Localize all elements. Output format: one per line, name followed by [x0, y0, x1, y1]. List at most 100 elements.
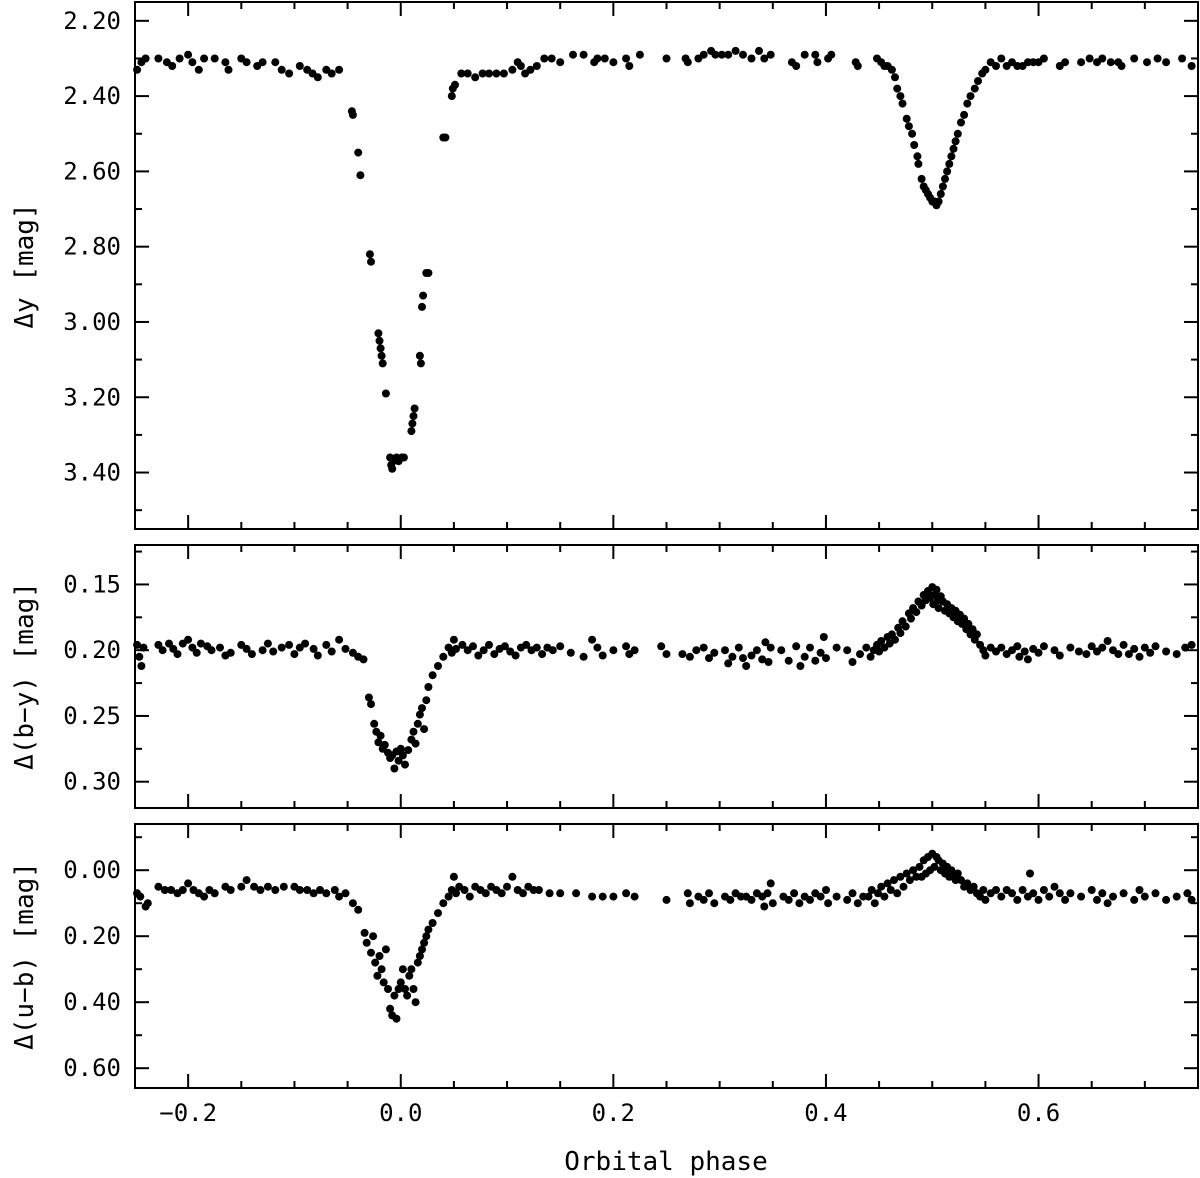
- panel-delta-b-y-data-point: [133, 640, 142, 649]
- panel-delta-b-y-data-point: [811, 656, 820, 665]
- panel-delta-u-b-data-point: [864, 892, 873, 901]
- panel-delta-b-y-data-point: [997, 643, 1006, 652]
- panel-delta-b-y-data-point: [721, 646, 729, 655]
- panel-delta-y-y-tick-label: 3.20: [63, 383, 121, 411]
- panel-delta-b-y-data-point: [490, 650, 499, 659]
- panel-delta-y-data-point: [792, 62, 801, 70]
- panel-delta-u-b-data-point: [271, 886, 280, 894]
- panel-delta-y-y-tick-label: 2.60: [63, 157, 121, 185]
- panel-delta-y-y-tick-label: 2.40: [63, 82, 121, 110]
- panel-delta-y-data-point: [378, 359, 387, 368]
- panel-delta-y-data-point: [992, 62, 1000, 70]
- panel-delta-u-b-data-point: [373, 971, 382, 980]
- panel-delta-y-data-point: [938, 182, 947, 191]
- panel-delta-b-y-data-point: [705, 654, 713, 663]
- panel-delta-y-data-point: [1187, 62, 1196, 70]
- panel-delta-b-y-data-point: [367, 700, 375, 709]
- panel-delta-u-b-data-point: [316, 886, 324, 894]
- panel-delta-u-b-data-point: [348, 899, 357, 908]
- panel-delta-y-y-tick-label: 2.80: [63, 233, 121, 261]
- panel-delta-b-y-data-point: [1023, 655, 1032, 664]
- panel-delta-b-y-data-point: [1135, 652, 1144, 661]
- panel-delta-y-data-point: [224, 65, 233, 74]
- panel-delta-u-b-data-point: [1130, 895, 1139, 904]
- panel-delta-b-y-data-point: [548, 646, 557, 655]
- panel-delta-y-data-point: [418, 302, 426, 311]
- panel-delta-y-points: [133, 46, 1196, 473]
- panel-delta-y-data-point: [593, 54, 602, 63]
- panel-delta-y-data-point: [532, 62, 541, 70]
- panel-delta-y-data-point: [356, 171, 365, 180]
- panel-delta-b-y-data-point: [699, 643, 708, 652]
- panel-delta-b-y-data-point: [622, 642, 631, 651]
- panel-delta-y-data-point: [365, 250, 374, 259]
- panel-delta-b-y-data-point: [728, 652, 737, 661]
- x-tick-label: −0.2: [159, 1099, 217, 1127]
- panel-delta-y-data-point: [374, 329, 383, 338]
- panel-delta-u-b-data-point: [330, 886, 339, 894]
- panel-delta-u-b-data-point: [1055, 889, 1064, 898]
- panel-delta-y-ticks: 2.20 2.40 2.60 2.80 3.00 3.20 3.40: [63, 2, 1199, 529]
- panel-delta-u-b-data-point: [953, 869, 962, 878]
- panel-delta-y-data-point: [1106, 58, 1115, 67]
- panel-delta-u-b-data-point: [588, 892, 597, 901]
- panel-delta-u-b-data-point: [407, 965, 416, 974]
- panel-delta-b-y-data-point: [932, 585, 941, 594]
- panel-delta-u-b-data-point: [386, 1004, 395, 1013]
- panel-delta-b-y-data-point: [415, 710, 424, 719]
- panel-delta-b-y-data-point: [458, 640, 467, 649]
- panel-delta-b-y-data-point: [359, 655, 368, 664]
- panel-delta-y-data-point: [416, 359, 425, 368]
- panel-delta-b-y-data-point: [1055, 651, 1064, 660]
- panel-delta-b-y-data-point: [390, 764, 399, 773]
- panel-delta-y-data-point: [941, 174, 949, 183]
- panel-delta-b-y-data-point: [411, 739, 420, 748]
- panel-delta-u-b-data-point: [256, 886, 265, 894]
- panel-delta-u-b-data-point: [1008, 889, 1016, 898]
- panel-delta-b-y-data-point: [1098, 643, 1107, 652]
- panel-delta-u-b-data-point: [598, 892, 607, 901]
- panel-delta-y-data-point: [200, 54, 209, 63]
- panel-delta-u-b-data-point: [237, 882, 246, 891]
- panel-delta-y-frame: [134, 1, 1199, 530]
- panel-delta-u-b-data-point: [747, 895, 756, 904]
- panel-delta-b-y-data-point: [1124, 650, 1133, 659]
- panel-delta-y-data-point: [635, 50, 644, 59]
- panel-delta-b-y-data-point: [877, 637, 886, 645]
- panel-delta-y-data-point: [133, 65, 142, 74]
- panel-delta-u-b-data-point: [503, 882, 511, 891]
- panel-delta-b-y-y-tick-label: 0.20: [63, 636, 121, 664]
- panel-delta-u-b-data-point: [322, 889, 331, 898]
- panel-delta-b-y-data-point: [290, 650, 299, 659]
- panel-delta-u-b-data-point: [766, 879, 775, 888]
- panel-delta-y-data-point: [508, 65, 517, 74]
- panel-delta-y-data-point: [755, 46, 763, 55]
- panel-delta-y-data-point: [908, 129, 917, 138]
- panel-delta-b-y-data-point: [739, 654, 747, 663]
- panel-delta-y-data-point: [381, 389, 390, 398]
- panel-delta-b-y-data-point: [258, 646, 267, 655]
- panel-delta-y-data-point: [974, 77, 982, 85]
- panel-delta-b-y-data-point: [511, 651, 520, 660]
- panel-delta-b-y-data-point: [588, 635, 597, 644]
- panel-delta-u-b-data-point: [947, 866, 956, 875]
- panel-delta-b-y-data-point: [758, 655, 767, 664]
- panel-delta-b-y-data-point: [439, 652, 448, 661]
- panel-delta-u-b-data-point: [1119, 889, 1128, 898]
- panel-delta-u-b-data-point: [556, 889, 565, 898]
- panel-delta-b-y-data-point: [398, 751, 407, 760]
- panel-delta-y-data-point: [966, 92, 975, 101]
- x-tick-label: 0.0: [379, 1099, 422, 1127]
- panel-delta-b-y-data-point: [917, 601, 926, 610]
- panel-delta-y-data-point: [853, 62, 862, 70]
- panel-delta-u-b-data-point: [1039, 886, 1048, 894]
- panel-delta-b-y-data-point: [1082, 650, 1091, 659]
- panel-delta-y-data-point: [271, 58, 280, 67]
- panel-delta-y-data-point: [556, 58, 565, 67]
- panel-delta-y-data-point: [354, 148, 363, 157]
- panel-delta-u-b-data-point: [685, 899, 694, 908]
- panel-delta-u-b-data-point: [335, 892, 344, 901]
- panel-delta-b-y-data-point: [370, 719, 379, 728]
- panel-delta-b-y-data-point: [285, 640, 294, 649]
- panel-delta-b-y-data-point: [247, 650, 256, 659]
